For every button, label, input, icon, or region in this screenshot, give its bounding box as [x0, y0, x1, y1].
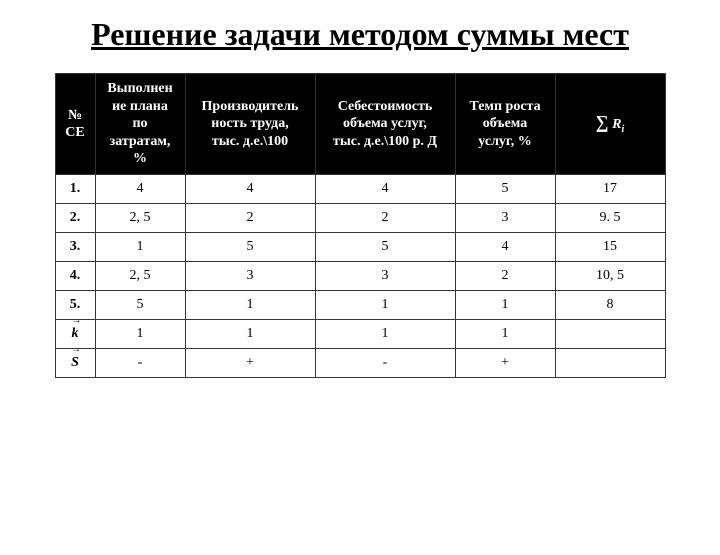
cell: 1: [455, 290, 555, 319]
cell: -: [315, 348, 455, 377]
cell: 1: [315, 319, 455, 348]
cell: 3: [315, 261, 455, 290]
col-header-plan: Выполнен ие плана по затратам, %: [95, 74, 185, 175]
table-footer-k: k 1 1 1 1: [55, 319, 665, 348]
cell-id: 4.: [55, 261, 95, 290]
col-header-productivity: Производитель ность труда, тыс. д.е.\100: [185, 74, 315, 175]
cell: 1: [95, 232, 185, 261]
cell: 1: [185, 290, 315, 319]
cell: 5: [95, 290, 185, 319]
cell: [555, 319, 665, 348]
cell: 1: [185, 319, 315, 348]
cell: 5: [185, 232, 315, 261]
cell: 10, 5: [555, 261, 665, 290]
cell: [555, 348, 665, 377]
table-row: 4. 2, 5 3 3 2 10, 5: [55, 261, 665, 290]
page-title: Решение задачи методом суммы мест: [30, 15, 690, 53]
cell: +: [185, 348, 315, 377]
cell: 2: [455, 261, 555, 290]
table-row: 5. 5 1 1 1 8: [55, 290, 665, 319]
cell-id: 3.: [55, 232, 95, 261]
ranking-table: № СЕ Выполнен ие плана по затратам, % Пр…: [55, 73, 666, 378]
col-header-cost: Себестоимость объема услуг, тыс. д.е.\10…: [315, 74, 455, 175]
cell: 4: [455, 232, 555, 261]
cell: 1: [95, 319, 185, 348]
cell-id: 1.: [55, 174, 95, 203]
table-row: 2. 2, 5 2 2 3 9. 5: [55, 203, 665, 232]
table-row: 3. 1 5 5 4 15: [55, 232, 665, 261]
cell: 2: [185, 203, 315, 232]
cell: 17: [555, 174, 665, 203]
cell: 9. 5: [555, 203, 665, 232]
cell: 1: [315, 290, 455, 319]
col-header-index: № СЕ: [55, 74, 95, 175]
cell: 1: [455, 319, 555, 348]
cell: +: [455, 348, 555, 377]
cell: 2, 5: [95, 203, 185, 232]
table-row: 1. 4 4 4 5 17: [55, 174, 665, 203]
cell-id: 2.: [55, 203, 95, 232]
cell: 5: [315, 232, 455, 261]
cell: 4: [315, 174, 455, 203]
cell: 8: [555, 290, 665, 319]
cell: 15: [555, 232, 665, 261]
cell: -: [95, 348, 185, 377]
cell: 2: [315, 203, 455, 232]
col-header-sum: ∑ Ri: [555, 74, 665, 175]
cell: 5: [455, 174, 555, 203]
table-footer-s: S - + - +: [55, 348, 665, 377]
cell: 3: [455, 203, 555, 232]
cell: 4: [185, 174, 315, 203]
table-header-row: № СЕ Выполнен ие плана по затратам, % Пр…: [55, 74, 665, 175]
cell: 2, 5: [95, 261, 185, 290]
cell: 4: [95, 174, 185, 203]
col-header-growth: Темп роста объема услуг, %: [455, 74, 555, 175]
cell-vector-s: S: [55, 348, 95, 377]
table-body: 1. 4 4 4 5 17 2. 2, 5 2 2 3 9. 5 3. 1 5 …: [55, 174, 665, 377]
cell: 3: [185, 261, 315, 290]
